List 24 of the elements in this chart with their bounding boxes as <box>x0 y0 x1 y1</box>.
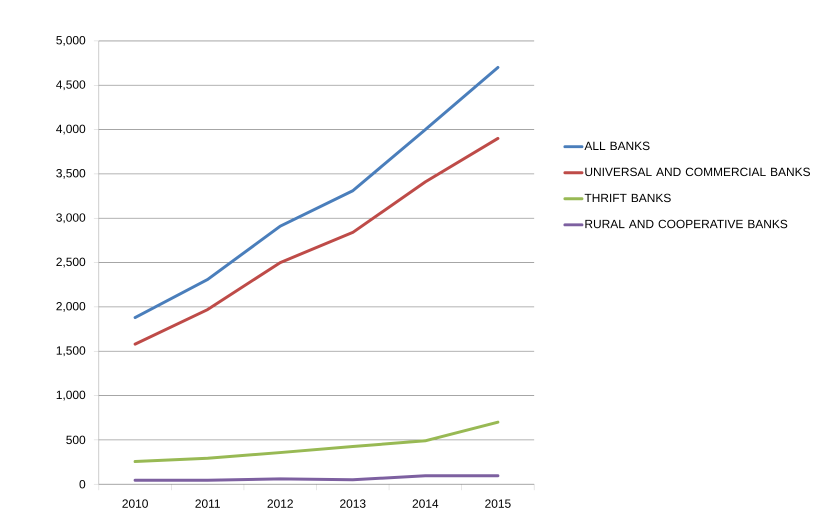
line-series <box>134 136 500 346</box>
y-tick-label: 5,000 <box>56 36 86 46</box>
line-series <box>134 66 500 319</box>
y-tick-label: 1,000 <box>56 390 86 400</box>
legend-label: RURAL AND COOPERATIVE BANKS <box>585 220 788 228</box>
line-series <box>134 420 500 463</box>
x-tick-label: 2013 <box>340 499 366 508</box>
legend-label: UNIVERSAL AND COMMERCIAL BANKS <box>585 168 810 176</box>
x-tick-label: 2015 <box>485 499 511 508</box>
y-tick-label: 0 <box>80 480 86 488</box>
legend-label: ALL BANKS <box>584 142 650 150</box>
x-tick-label: 2010 <box>122 499 148 508</box>
x-tick-label: 2012 <box>268 499 293 508</box>
y-tick-label: 500 <box>66 436 86 444</box>
legend-label: THRIFT BANKS <box>584 194 671 202</box>
y-tick-label: 3,500 <box>56 168 86 179</box>
x-tick-label: 2011 <box>195 499 220 508</box>
y-tick-label: 3,000 <box>56 213 86 224</box>
y-tick-label: 2,500 <box>56 258 86 268</box>
y-tick-label: 2,000 <box>56 302 86 312</box>
y-tick-label: 4,000 <box>56 124 86 134</box>
y-tick-label: 1,500 <box>56 346 86 356</box>
y-tick-label: 4,500 <box>56 80 86 90</box>
x-tick-label: 2014 <box>412 499 438 508</box>
